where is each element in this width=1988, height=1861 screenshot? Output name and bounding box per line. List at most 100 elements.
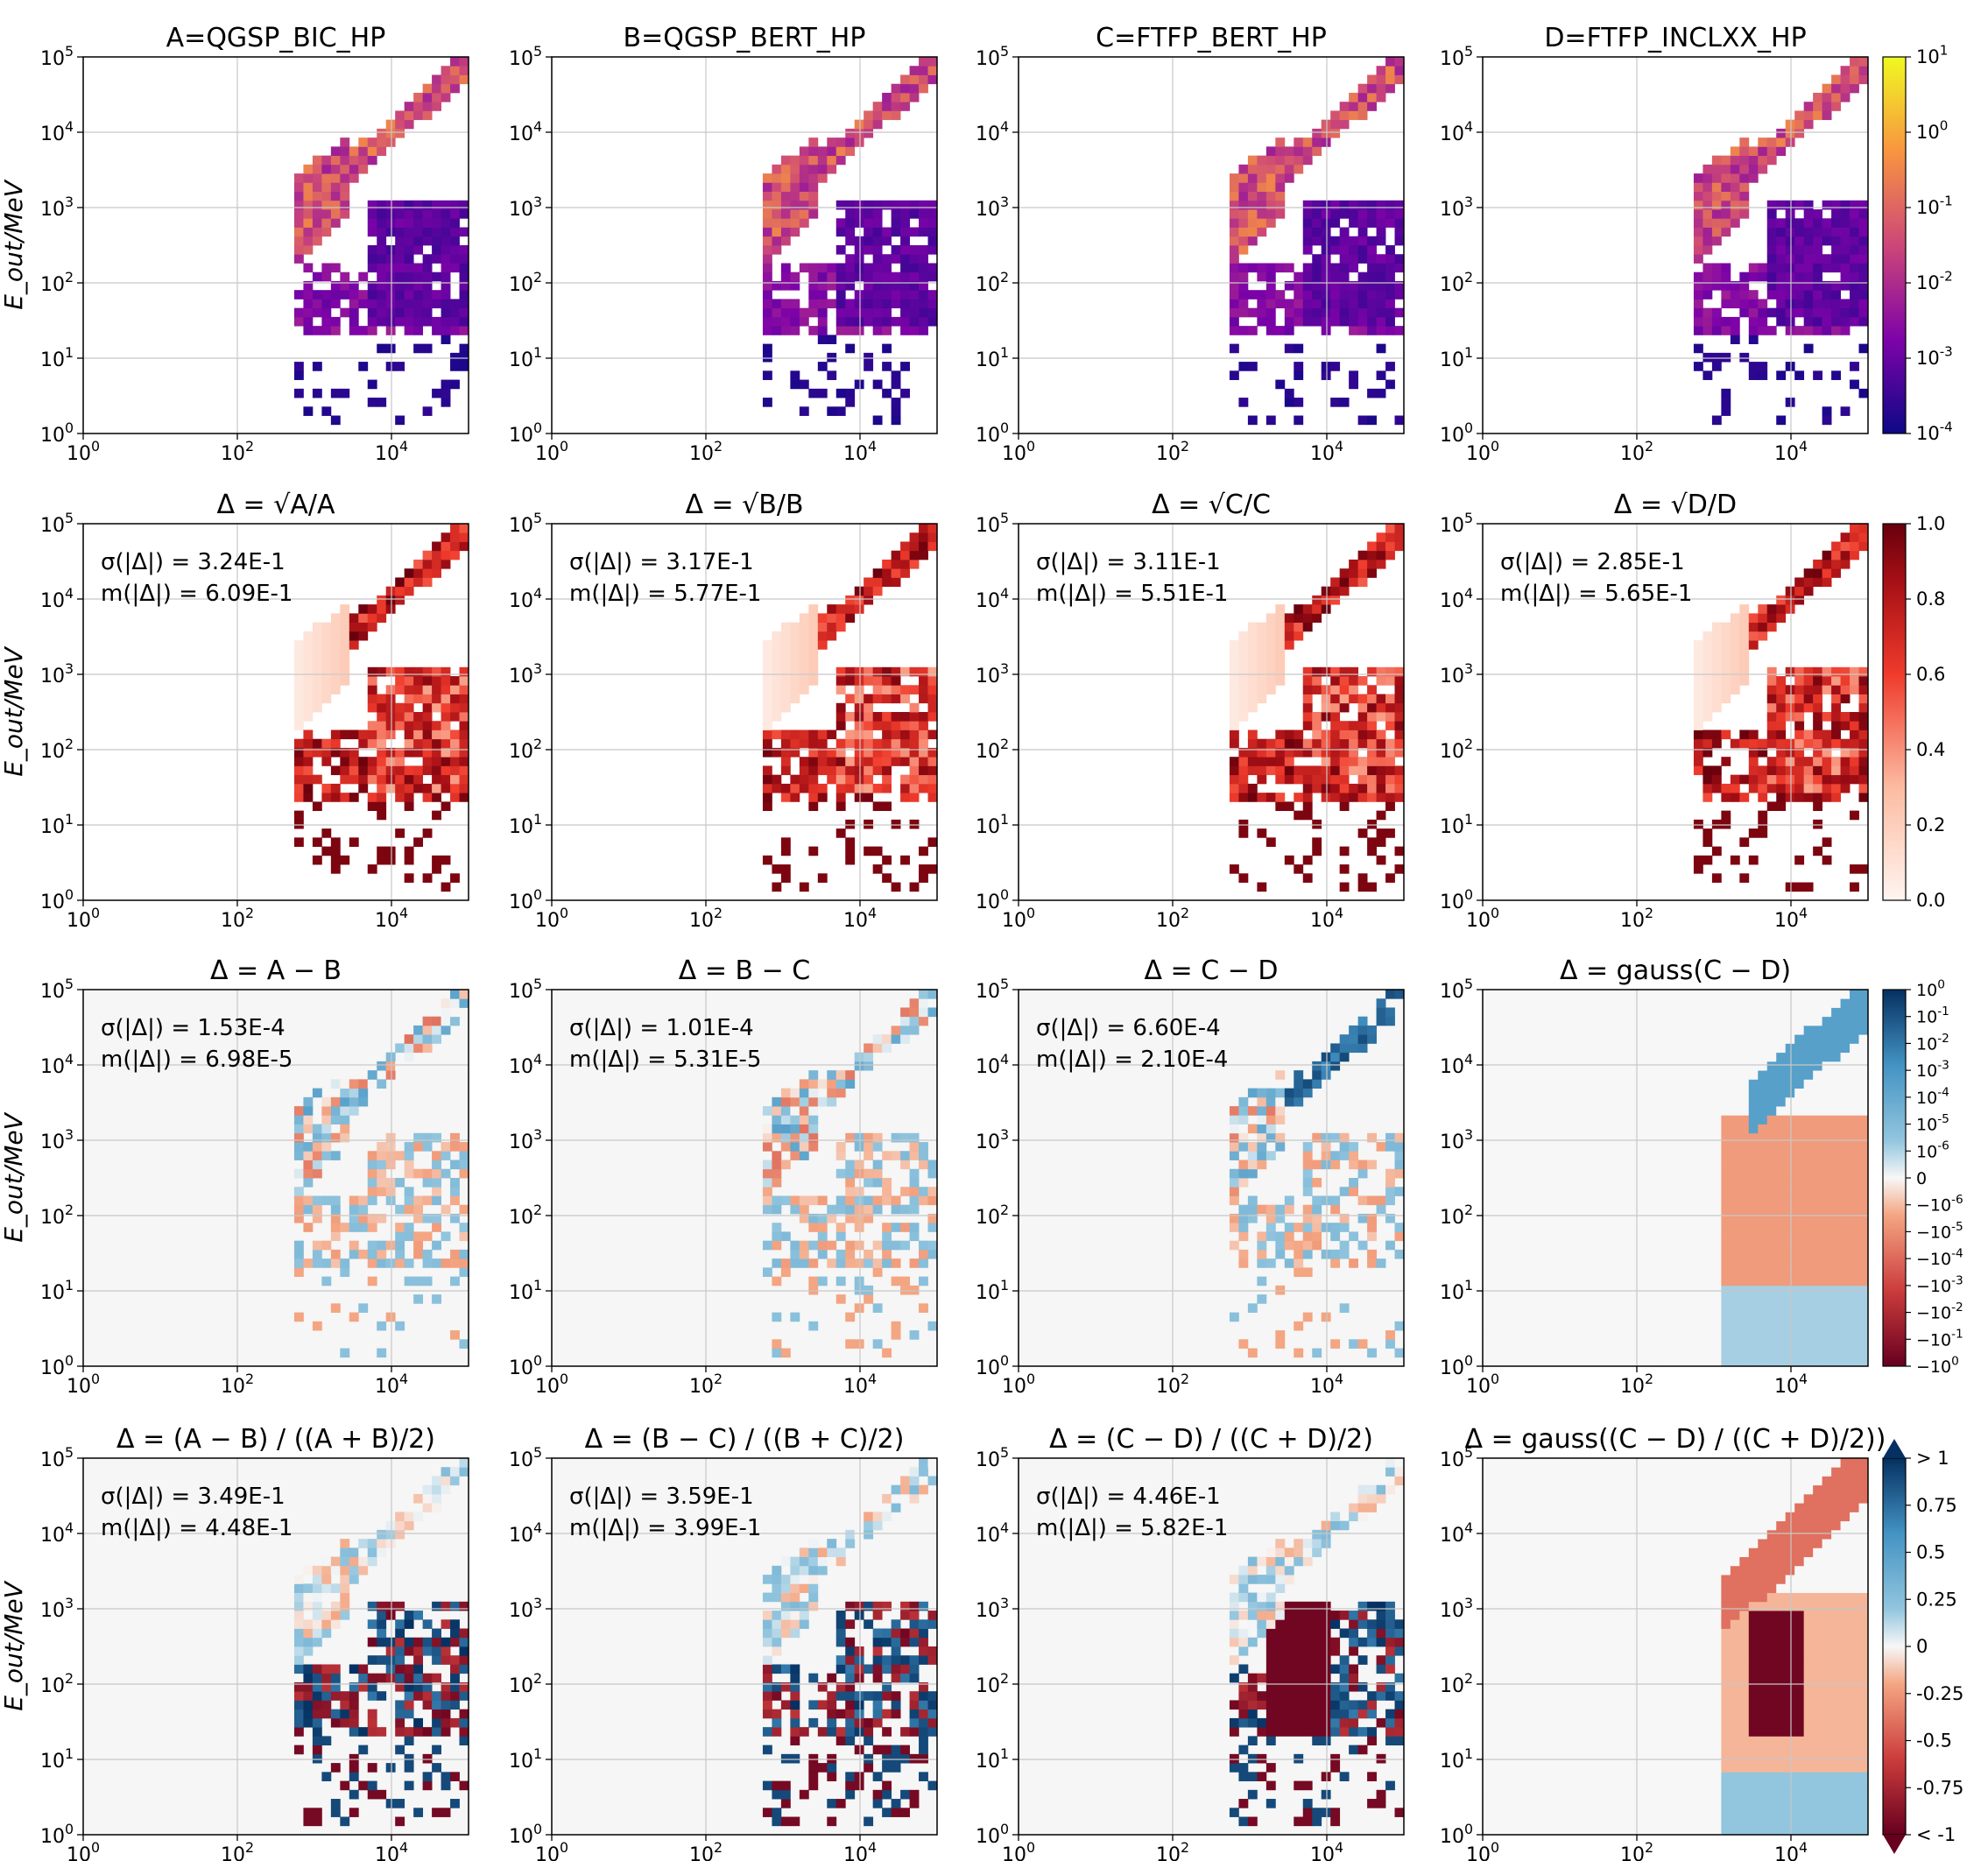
heatmap-cell	[1693, 685, 1703, 694]
heatmap-cell	[303, 1223, 314, 1232]
heatmap-cell	[459, 1168, 469, 1179]
heatmap-cell	[854, 1204, 864, 1215]
heatmap-cell	[854, 326, 864, 335]
heatmap-cell	[799, 1240, 809, 1251]
heatmap-cell	[1483, 998, 1492, 1008]
heatmap-cell	[395, 666, 405, 677]
heatmap-cell	[1321, 666, 1331, 677]
heatmap-cell	[1565, 1088, 1576, 1098]
heatmap-cell	[1647, 1106, 1658, 1116]
heatmap-cell	[1785, 299, 1795, 309]
heatmap-cell	[835, 774, 846, 785]
heatmap-cell	[919, 998, 928, 1008]
heatmap-cell	[900, 316, 910, 327]
heatmap-cell	[799, 666, 809, 677]
heatmap-cell	[827, 263, 837, 273]
heatmap-cell	[1850, 747, 1859, 758]
heatmap-cell	[1657, 1357, 1667, 1367]
heatmap-cell	[762, 712, 772, 722]
heatmap-cell	[1850, 57, 1859, 67]
heatmap-cell	[377, 810, 387, 821]
heatmap-cell	[1657, 1330, 1667, 1340]
heatmap-cell	[1629, 1303, 1639, 1313]
heatmap-cell	[817, 280, 828, 291]
heatmap-cell	[1330, 685, 1341, 694]
heatmap-cell	[1592, 1124, 1603, 1134]
heatmap-cell	[900, 280, 910, 291]
heatmap-cell	[1528, 1079, 1539, 1089]
heatmap-cell	[1748, 1115, 1759, 1124]
heatmap-cell	[808, 738, 819, 749]
heatmap-cell	[1385, 200, 1395, 210]
heatmap-cell	[1583, 1106, 1594, 1116]
heatmap-cell	[909, 245, 920, 255]
heatmap-cell	[772, 227, 782, 237]
heatmap-cell	[1693, 1348, 1703, 1358]
heatmap-cell	[1693, 819, 1703, 829]
heatmap-cell	[1229, 658, 1239, 668]
heatmap-cell	[459, 1223, 469, 1232]
heatmap-cell	[1721, 155, 1731, 166]
heatmap-cell	[1555, 1258, 1566, 1268]
heatmap-cell	[1711, 326, 1722, 335]
heatmap-cell	[1367, 1160, 1377, 1170]
heatmap-cell	[1666, 1339, 1676, 1349]
heatmap-cell	[349, 164, 359, 174]
heatmap-cell	[1730, 1115, 1740, 1124]
heatmap-cell	[927, 263, 938, 273]
panel-title: Δ = C − D	[1145, 955, 1279, 986]
heatmap-cell	[422, 757, 433, 766]
heatmap-cell	[1385, 532, 1395, 542]
heatmap-cell	[1620, 1070, 1631, 1080]
heatmap-cell	[349, 316, 359, 327]
heatmap-cell	[1730, 1168, 1740, 1179]
heatmap-cell	[854, 702, 864, 713]
y-tick-label: 101	[1440, 811, 1473, 838]
heatmap-cell	[459, 783, 469, 793]
heatmap-cell	[1794, 765, 1805, 776]
heatmap-cell	[1547, 1240, 1557, 1251]
heatmap-cell	[1785, 254, 1795, 264]
heatmap-cell	[1602, 1213, 1612, 1223]
heatmap-cell	[1721, 1330, 1731, 1340]
heatmap-cell	[1357, 694, 1368, 704]
heatmap-cell	[303, 1124, 314, 1134]
heatmap-cell	[1339, 577, 1350, 588]
heatmap-cell	[919, 765, 928, 776]
heatmap-cell	[1528, 1330, 1539, 1340]
heatmap-cell	[817, 155, 828, 166]
y-tick-label: 103	[509, 660, 542, 687]
heatmap-cell	[404, 119, 414, 130]
heatmap-cell	[1711, 1285, 1722, 1295]
y-tick-label: 103	[976, 194, 1009, 221]
heatmap-cell	[772, 236, 782, 246]
heatmap-cell	[1519, 1276, 1529, 1286]
heatmap-cell	[854, 1240, 864, 1251]
heatmap-cell	[1339, 676, 1350, 686]
heatmap-cell	[1574, 1187, 1584, 1196]
heatmap-cell	[1721, 1294, 1731, 1304]
y-axis-label: E_out/MeV	[0, 179, 28, 309]
heatmap-cell	[1592, 1348, 1603, 1358]
heatmap-cell	[1730, 218, 1740, 228]
heatmap-cell	[1602, 1142, 1612, 1152]
heatmap-cell	[1265, 173, 1276, 183]
heatmap-cell	[1721, 631, 1731, 641]
heatmap-cell	[340, 271, 350, 282]
heatmap-cell	[1675, 990, 1685, 999]
heatmap-cell	[1238, 173, 1249, 183]
heatmap-cell	[1284, 801, 1294, 812]
heatmap-cell	[1684, 1312, 1695, 1322]
heatmap-cell	[1367, 541, 1377, 552]
heatmap-cell	[799, 191, 809, 201]
heatmap-cell	[762, 702, 772, 713]
heatmap-cell	[1639, 1168, 1648, 1179]
heatmap-cell	[1758, 783, 1768, 793]
heatmap-cell	[422, 1195, 433, 1206]
heatmap-cell	[909, 74, 920, 85]
heatmap-cell	[780, 631, 791, 641]
heatmap-cell	[1766, 757, 1777, 766]
heatmap-cell	[1748, 1321, 1759, 1331]
heatmap-cell	[1702, 1106, 1713, 1116]
heatmap-cell	[1483, 1070, 1492, 1080]
